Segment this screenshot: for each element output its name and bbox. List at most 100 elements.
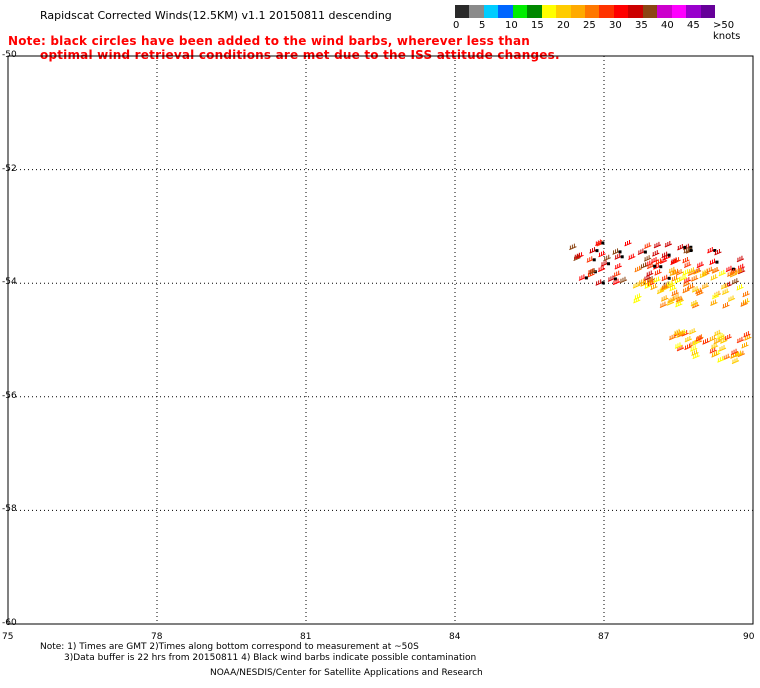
wind-barb [674,342,683,349]
wind-barb [677,243,687,251]
wind-barb [675,269,684,276]
wind-barb [710,274,718,281]
chart-title: Rapidscat Corrected Winds(12.5KM) v1.1 2… [40,9,392,22]
wind-barb [654,269,662,276]
wind-barb [724,281,732,289]
wind-barb [682,286,690,294]
wind-barb [690,300,699,307]
wind-barb [614,263,622,270]
footnote-line-1: Note: 1) Times are GMT 2)Times along bot… [40,642,419,652]
colorbar-label: 45 [687,20,700,31]
colorbar-swatch [686,5,702,18]
colorbar-swatch [570,5,586,18]
wind-barb [735,267,743,275]
wind-barb [731,357,740,365]
wind-barb [714,248,722,256]
wind-barb [614,253,624,260]
wind-barb [695,335,703,342]
wind-barb [724,333,732,341]
wind-barb [696,261,705,269]
wind-barb [661,283,669,291]
wind-barb [690,345,698,352]
wind-barb [737,263,745,271]
wind-barb [607,275,617,282]
wind-barb [595,279,605,286]
wind-barb [695,287,703,295]
wind-barb [632,282,641,289]
wind-barb [619,276,628,284]
wind-barb [644,242,652,250]
wind-barb [682,269,690,276]
colorbar-swatch [700,5,716,18]
wind-barb [744,334,752,341]
wind-barb [709,258,719,266]
x-tick-label: 75 [2,632,14,642]
wind-barb [699,271,707,279]
wind-barb [669,284,677,292]
wind-barb [691,349,699,356]
colorbar-swatch [628,5,644,18]
wind-barb [588,268,597,275]
wind-barb [653,263,663,270]
colorbar-label: 25 [583,20,596,31]
wind-barb [676,344,685,352]
wind-barb [722,302,730,309]
wind-barb [730,267,738,275]
colorbar-swatch [483,5,499,18]
wind-barb [730,348,739,356]
wind-barb [598,250,606,258]
wind-barb [681,330,689,337]
wind-barb [661,251,671,259]
y-tick-label: -60 [2,618,17,628]
wind-barb [720,283,729,290]
credit-text: NOAA/NESDIS/Center for Satellite Applica… [210,668,483,678]
colorbar-swatch [599,5,615,18]
wind-barb [624,239,632,247]
wind-barb [669,269,677,277]
wind-barb [688,267,696,274]
colorbar-label: 15 [531,20,544,31]
wind-barb [687,283,695,290]
wind-barb [589,247,599,254]
map-frame [7,55,754,625]
colorbar-label: 30 [609,20,622,31]
wind-barb [637,248,647,256]
x-tick-label: 84 [449,632,461,642]
wind-barb [709,347,717,354]
colorbar-swatch [512,5,528,18]
wind-barb [640,262,648,269]
colorbar-swatch [657,5,673,18]
wind-barb [711,292,720,300]
colorbar-swatch [541,5,557,18]
wind-barb [714,329,722,337]
wind-barb [691,286,700,293]
wind-barb [644,282,652,289]
footnote-line-2: 3)Data buffer is 22 hrs from 20150811 4)… [64,653,477,663]
colorbar-label: 35 [635,20,648,31]
wind-barb [743,331,751,338]
wind-barb [710,342,719,350]
wind-barb [677,330,686,338]
wind-barb [696,334,704,341]
wind-barb [655,258,663,265]
wind-barb [718,269,726,277]
note-line-1: Note: black circles have been added to t… [8,34,531,48]
wind-barb [638,278,646,285]
wind-barb [742,290,750,298]
wind-barb [730,352,738,359]
colorbar-label: >50 knots [713,20,741,42]
wind-barb [717,356,725,363]
wind-barb [688,328,697,335]
colorbar-swatch [498,5,514,18]
wind-barb [670,258,678,266]
wind-barb [600,260,611,267]
x-tick-label: 87 [598,632,610,642]
wind-barb [666,299,675,306]
wind-barb [578,274,588,281]
wind-barb [634,293,642,300]
wind-barb [737,350,746,358]
wind-barb [612,278,621,286]
wind-barb [691,302,700,309]
note-line-2: optimal wind retrieval conditions are me… [40,48,560,62]
